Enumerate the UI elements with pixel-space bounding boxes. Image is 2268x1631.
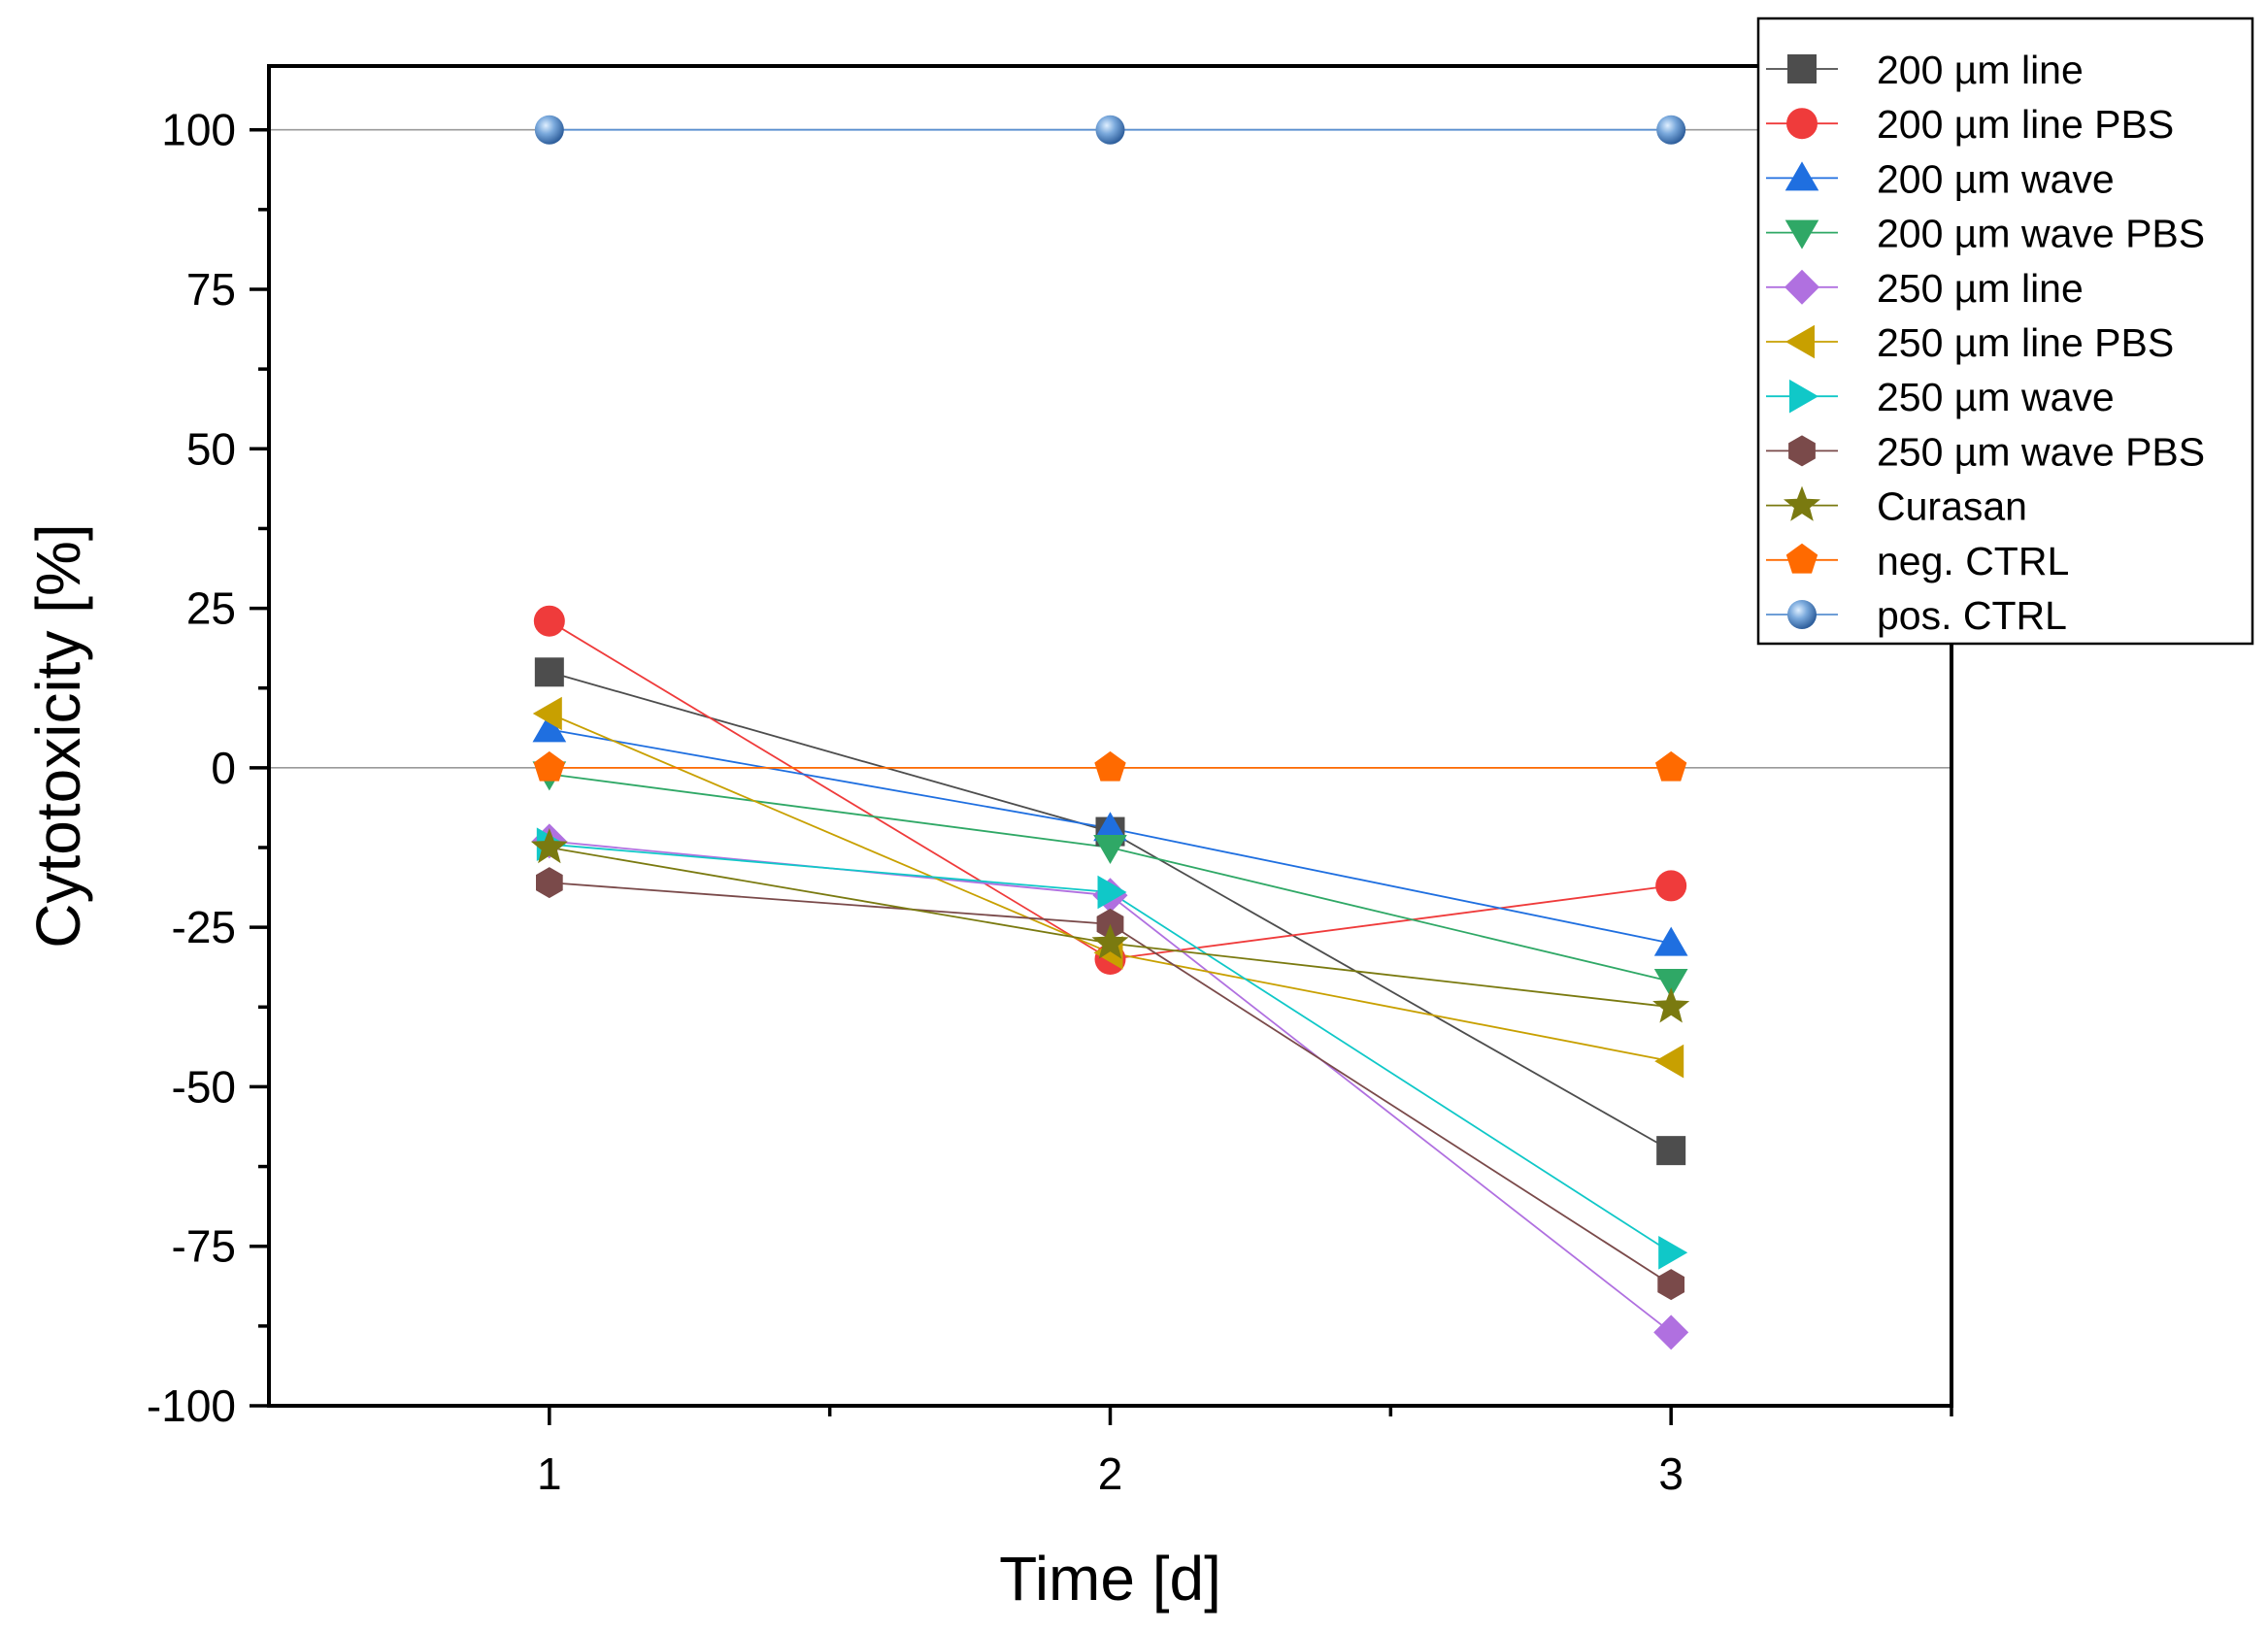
- x-tick-label: 1: [537, 1448, 562, 1499]
- data-point: [1094, 750, 1126, 782]
- data-point: [1095, 115, 1125, 145]
- y-tick-label: -25: [172, 902, 236, 952]
- plot-frame: [267, 64, 1953, 1408]
- legend-label: Curasan: [1877, 484, 2027, 529]
- legend-label: 200 µm line: [1877, 48, 2084, 92]
- data-point: [533, 605, 565, 637]
- y-tick-label: -75: [172, 1221, 236, 1272]
- y-tick-label: -100: [147, 1381, 236, 1431]
- y-tick-label: -50: [172, 1061, 236, 1112]
- y-tick-label: 100: [161, 105, 236, 155]
- legend-marker: [1788, 435, 1816, 467]
- legend-marker: [1786, 108, 1818, 140]
- legend-marker: [1785, 543, 1818, 574]
- data-point: [532, 696, 562, 731]
- legend-marker: [1784, 161, 1819, 191]
- data-point: [1091, 923, 1129, 959]
- y-axis-title: Cytotoxicity [%]: [23, 523, 93, 948]
- chart-legend: 200 µm line 200 µm line PBS 200 µm wave 200…: [1756, 17, 2254, 646]
- y-tick-label: 25: [186, 583, 236, 634]
- legend-marker: [1785, 324, 1815, 359]
- data-point: [1093, 835, 1127, 864]
- data-point: [1653, 926, 1688, 956]
- data-point: [1652, 987, 1690, 1023]
- x-axis-title: Time [d]: [999, 1544, 1221, 1614]
- legend-label: 200 µm wave PBS: [1877, 212, 2205, 256]
- data-point: [1655, 870, 1687, 902]
- data-point: [534, 657, 564, 687]
- data-point: [1093, 812, 1127, 842]
- y-tick-label: 75: [186, 264, 236, 315]
- legend-label: 250 µm line PBS: [1877, 320, 2174, 365]
- legend-marker: [1784, 485, 1820, 521]
- data-point: [1097, 875, 1127, 910]
- legend-box: [1756, 17, 2254, 646]
- plot-axes: 100 75 50 25 0 -25 -50 -75 -100 1 2 3: [147, 64, 1953, 1499]
- data-point: [1655, 750, 1687, 782]
- legend-label: 200 µm line PBS: [1877, 102, 2174, 147]
- data-point: [1654, 1044, 1684, 1079]
- legend-label: 200 µm wave: [1877, 156, 2115, 201]
- x-tick-label: 2: [1098, 1448, 1123, 1499]
- data-point: [1657, 1269, 1684, 1301]
- data-point: [532, 713, 567, 743]
- reference-lines: [269, 128, 1951, 769]
- legend-marker: [1787, 600, 1817, 629]
- data-markers: [530, 115, 1690, 1350]
- data-point: [533, 750, 565, 782]
- legend-label: 250 µm line: [1877, 266, 2084, 311]
- data-point: [1656, 1136, 1686, 1166]
- data-point: [1653, 969, 1688, 998]
- legend-marker: [1787, 54, 1817, 83]
- y-tick-label: 50: [186, 423, 236, 474]
- legend-label: 250 µm wave PBS: [1877, 429, 2205, 474]
- x-tick-label: 3: [1658, 1448, 1684, 1499]
- legend-label: 250 µm wave: [1877, 375, 2115, 419]
- data-point: [1656, 115, 1686, 145]
- legend-label: neg. CTRL: [1877, 539, 2069, 583]
- data-point: [536, 867, 563, 899]
- data-point: [530, 828, 568, 864]
- data-point: [1658, 1236, 1688, 1270]
- data-point: [534, 115, 564, 145]
- legend-marker: [1784, 219, 1819, 250]
- legend-marker: [1789, 379, 1818, 414]
- data-point: [1653, 1315, 1689, 1350]
- legend-label: pos. CTRL: [1877, 593, 2067, 638]
- y-tick-label: 0: [211, 743, 236, 793]
- series-lines: [549, 128, 1672, 1334]
- legend-marker: [1784, 269, 1819, 305]
